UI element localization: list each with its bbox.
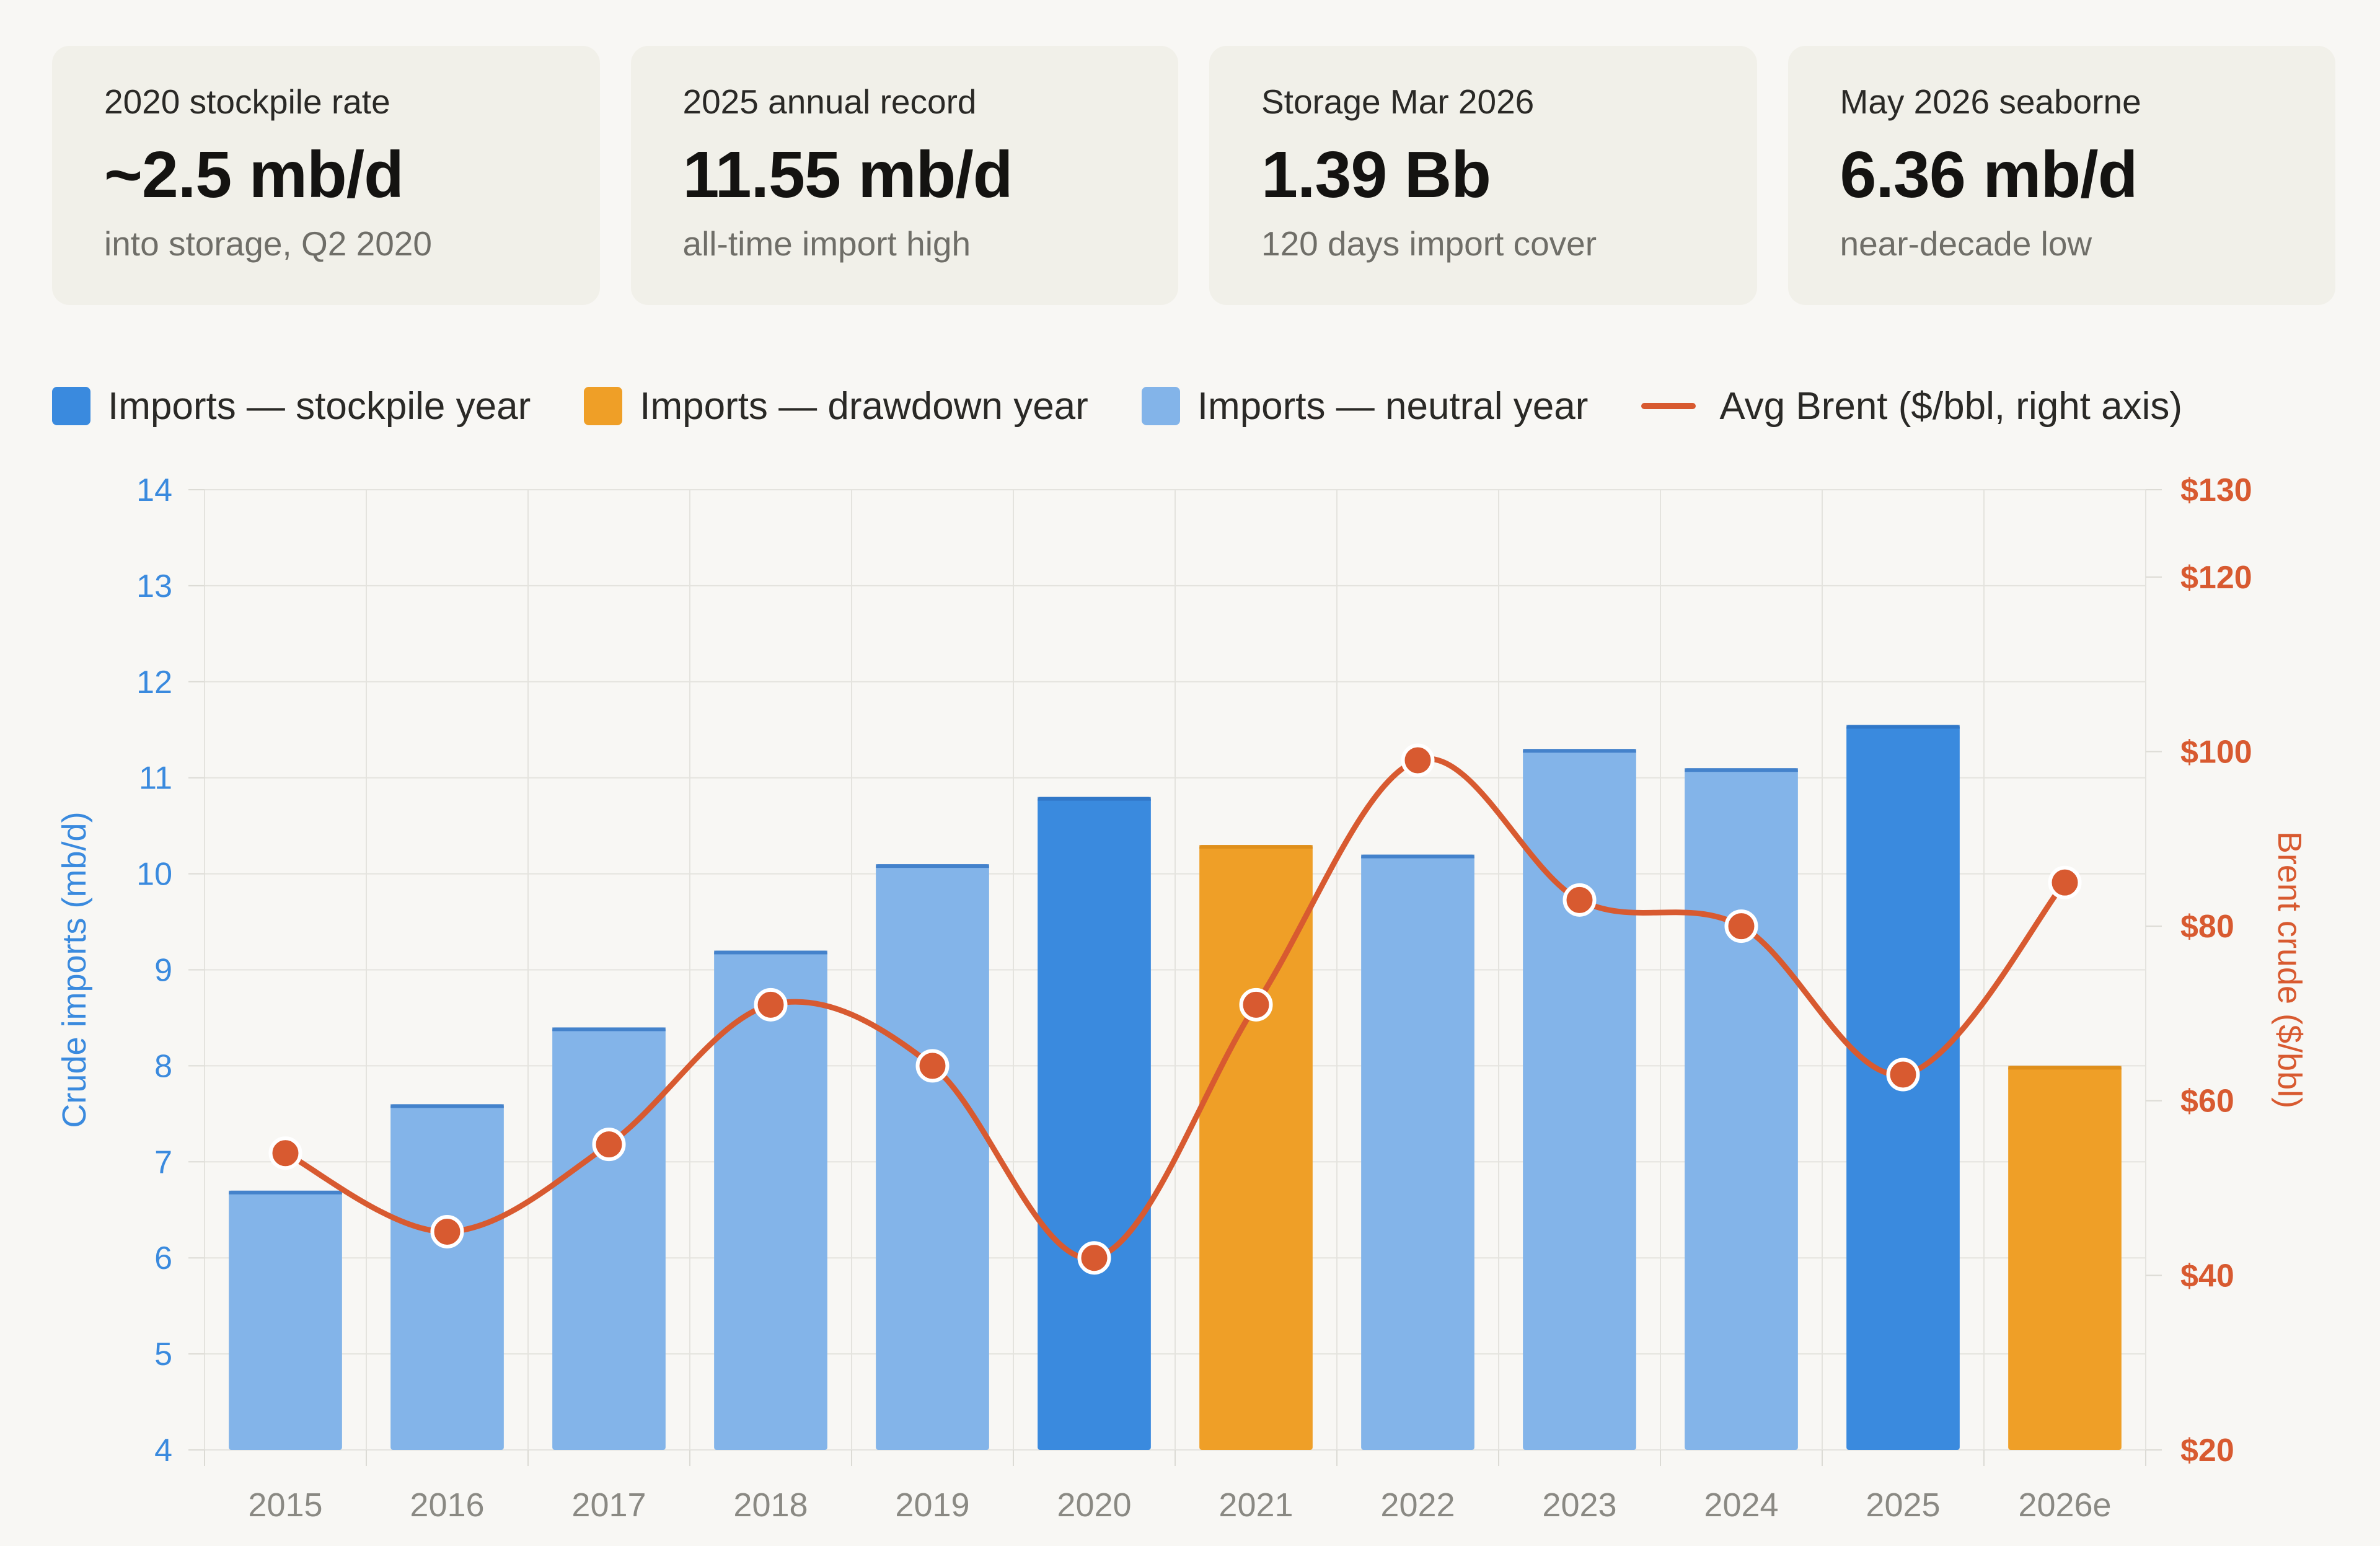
bar-neutral-2023 <box>1523 749 1636 1450</box>
x-tick-label: 2016 <box>410 1486 484 1524</box>
y2-tick-label: $60 <box>2180 1084 2234 1120</box>
y2-tick-label: $100 <box>2180 734 2252 770</box>
bar-drawdown-2021 <box>1199 845 1313 1450</box>
stat-card-label: 2025 annual record <box>682 82 977 121</box>
bar-neutral-2016 <box>390 1104 504 1450</box>
x-tick-label: 2015 <box>248 1486 322 1524</box>
bar-top-edge <box>1523 749 1636 753</box>
brent-point-2015 <box>268 1136 302 1170</box>
legend-label: Imports — drawdown year <box>640 384 1088 428</box>
bar-neutral-2017 <box>552 1027 666 1450</box>
stat-card-value: ~2.5 mb/d <box>104 138 404 211</box>
x-tick-label: 2024 <box>1704 1486 1778 1524</box>
stat-card: 2025 annual record 11.55 mb/d all-time i… <box>630 46 1178 305</box>
bar-top-edge <box>390 1104 504 1108</box>
y-tick-label: 7 <box>154 1144 172 1180</box>
stat-card-value: 11.55 mb/d <box>682 138 1013 211</box>
x-tick-label: 2026e <box>2018 1486 2111 1524</box>
stat-card: 2020 stockpile rate ~2.5 mb/d into stora… <box>52 46 600 305</box>
stat-card-sub: 120 days import cover <box>1261 224 1597 263</box>
bar-top-edge <box>229 1190 342 1195</box>
brent-point-2017 <box>592 1128 626 1162</box>
bar-neutral-2015 <box>229 1190 342 1450</box>
x-tick-label: 2019 <box>895 1486 969 1524</box>
stat-card-sub: into storage, Q2 2020 <box>104 224 432 263</box>
bar-neutral-2022 <box>1361 854 1474 1450</box>
legend-item-neutral[interactable]: Imports — neutral year <box>1141 384 1589 428</box>
x-tick-label: 2025 <box>1866 1486 1940 1524</box>
legend-swatch-neutral <box>1141 387 1180 425</box>
legend-item-stockpile[interactable]: Imports — stockpile year <box>52 384 531 428</box>
stat-card-value: 6.36 mb/d <box>1840 138 2138 211</box>
bar-neutral-2019 <box>876 864 989 1450</box>
bar-stockpile-2020 <box>1038 797 1151 1450</box>
x-tick-label: 2020 <box>1057 1486 1131 1524</box>
bar-top-edge <box>552 1027 666 1031</box>
stat-cards: 2020 stockpile rate ~2.5 mb/d into stora… <box>52 46 2335 305</box>
y-tick-label: 4 <box>154 1433 172 1469</box>
y-axis-title: Crude imports (mb/d) <box>56 811 93 1128</box>
x-tick-label: 2021 <box>1219 1486 1293 1524</box>
stat-card-value: 1.39 Bb <box>1261 138 1491 211</box>
y-tick-label: 6 <box>154 1240 172 1276</box>
brent-point-2019 <box>915 1049 950 1083</box>
bar-top-edge <box>714 950 827 955</box>
y-tick-label: 14 <box>136 472 172 508</box>
bar-top-edge <box>1038 797 1151 801</box>
stat-card-label: Storage Mar 2026 <box>1261 82 1535 121</box>
x-tick-label: 2023 <box>1542 1486 1616 1524</box>
y2-tick-label: $120 <box>2180 560 2252 596</box>
brent-point-2016 <box>430 1214 464 1248</box>
stat-card-sub: all-time import high <box>682 224 971 263</box>
bar-top-edge <box>2008 1066 2122 1070</box>
x-tick-label: 2022 <box>1380 1486 1455 1524</box>
brent-point-2021 <box>1239 987 1273 1022</box>
y-tick-label: 10 <box>136 857 172 893</box>
brent-point-2026e <box>2048 865 2082 899</box>
legend-swatch-stockpile <box>52 387 90 425</box>
y2-tick-label: $40 <box>2180 1258 2234 1294</box>
y-tick-label: 8 <box>154 1048 172 1084</box>
y-tick-label: 13 <box>136 568 172 604</box>
stat-card: May 2026 seaborne 6.36 mb/d near-decade … <box>1787 46 2335 305</box>
legend-line-brent <box>1641 403 1696 409</box>
legend-swatch-drawdown <box>584 387 623 425</box>
legend-label: Avg Brent ($/bbl, right axis) <box>1719 384 2183 428</box>
brent-point-2025 <box>1886 1058 1920 1092</box>
bar-top-edge <box>1685 768 1798 772</box>
bar-neutral-2024 <box>1685 768 1798 1450</box>
stat-card-label: 2020 stockpile rate <box>104 82 390 121</box>
legend-item-drawdown[interactable]: Imports — drawdown year <box>584 384 1088 428</box>
brent-point-2020 <box>1077 1241 1111 1275</box>
legend-label: Imports — stockpile year <box>108 384 531 428</box>
brent-point-2022 <box>1401 743 1435 777</box>
bar-top-edge <box>1199 845 1313 849</box>
y-tick-label: 12 <box>136 665 172 700</box>
brent-point-2023 <box>1562 883 1597 917</box>
y2-tick-label: $80 <box>2180 909 2234 945</box>
stat-card-sub: near-decade low <box>1840 224 2092 263</box>
x-tick-label: 2018 <box>733 1486 808 1524</box>
y-tick-label: 11 <box>139 761 172 797</box>
brent-point-2018 <box>754 987 788 1022</box>
bar-neutral-2018 <box>714 950 827 1450</box>
y-tick-label: 5 <box>154 1336 172 1372</box>
bar-top-edge <box>876 864 989 868</box>
stat-card-label: May 2026 seaborne <box>1840 82 2141 121</box>
y2-axis-title: Brent crude ($/bbl) <box>2271 831 2308 1108</box>
chart-legend: Imports — stockpile year Imports — drawd… <box>52 381 2236 431</box>
legend-item-brent[interactable]: Avg Brent ($/bbl, right axis) <box>1641 384 2182 428</box>
y2-tick-label: $20 <box>2180 1433 2234 1469</box>
bar-top-edge <box>1361 854 1474 859</box>
legend-label: Imports — neutral year <box>1197 384 1589 428</box>
stat-card: Storage Mar 2026 1.39 Bb 120 days import… <box>1209 46 1757 305</box>
y-tick-label: 9 <box>154 953 172 989</box>
y2-tick-label: $130 <box>2180 472 2252 508</box>
x-tick-label: 2017 <box>571 1486 646 1524</box>
bar-drawdown-2026e <box>2008 1066 2122 1450</box>
bar-top-edge <box>1846 725 1960 729</box>
brent-point-2024 <box>1724 909 1758 943</box>
